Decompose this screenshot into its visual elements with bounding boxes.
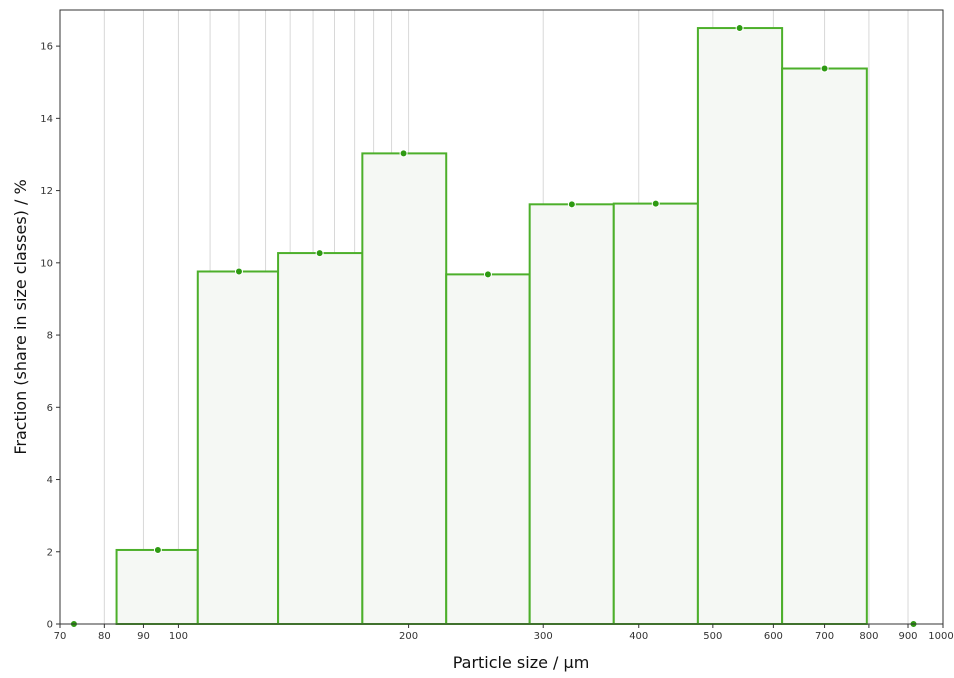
bar-8 [696,27,784,625]
x-tick-label-80: 80 [98,631,111,642]
bar-1 [115,548,199,625]
y-tick-label-14: 14 [40,114,53,125]
y-tick-label-16: 16 [40,42,53,53]
plot-frame [59,9,944,625]
x-tick-label-700: 700 [815,631,834,642]
bar-marker-7 [651,199,660,208]
x-tick-label-400: 400 [629,631,648,642]
x-tick-label-70: 70 [54,631,67,642]
bar-marker-6 [567,200,576,209]
y-tick-label-12: 12 [40,186,53,197]
bar-3 [277,252,364,625]
bar-marker-9 [820,64,829,73]
bar-marker-1 [153,545,162,554]
x-tick-label-900: 900 [898,631,917,642]
x-axis-title: Particle size / µm [453,653,590,672]
bar-marker-4 [399,149,408,158]
y-axis-title: Fraction (share in size classes) / % [11,179,30,454]
x-tick-label-200: 200 [399,631,418,642]
x-tick-label-1000: 1000 [928,631,953,642]
x-axis-ticks: 70 80 90 100 200 300 400 500 600 700 800 900 1000 [54,624,954,642]
y-tick-label-2: 2 [47,547,53,558]
bar-5 [445,273,531,625]
y-tick-label-0: 0 [47,620,53,631]
x-tick-label-500: 500 [703,631,722,642]
x-tick-label-600: 600 [764,631,783,642]
y-axis-ticks: 0 2 4 6 8 10 12 14 16 [40,42,60,631]
x-tick-label-300: 300 [534,631,553,642]
bar-2 [196,270,280,625]
bar-marker-5 [483,270,492,279]
bar-marker-2 [234,267,243,276]
bars [115,27,868,626]
bar-6 [528,203,615,626]
bar-9 [781,67,868,626]
bar-4 [361,152,448,625]
bar-marker-8 [735,24,744,33]
markers [69,24,918,628]
y-tick-label-4: 4 [47,475,53,486]
x-tick-label-100: 100 [169,631,188,642]
bar-7 [612,202,699,626]
x-tick-label-800: 800 [859,631,878,642]
y-tick-label-8: 8 [47,331,53,342]
y-tick-label-10: 10 [40,258,53,269]
x-tick-label-90: 90 [137,631,150,642]
y-tick-label-6: 6 [47,403,53,414]
bar-marker-3 [315,249,324,258]
